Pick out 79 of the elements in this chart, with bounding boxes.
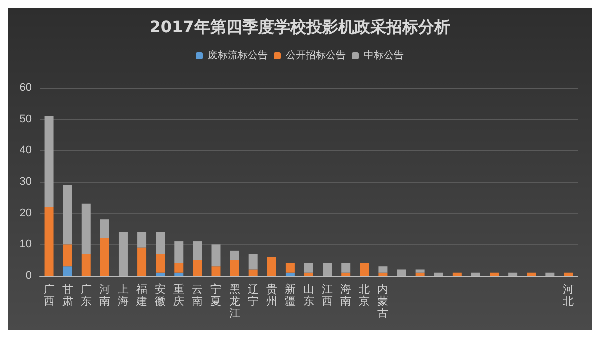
bar	[490, 272, 500, 276]
x-tick-label: 河南	[99, 284, 110, 308]
x-tick-label: 江西	[322, 284, 334, 308]
bar	[360, 263, 370, 276]
bar	[156, 232, 166, 254]
bar	[527, 272, 536, 276]
bar	[416, 270, 425, 273]
bar	[174, 263, 184, 273]
bar	[434, 272, 444, 276]
bar	[378, 266, 388, 273]
x-tick-label: 贵州	[266, 283, 278, 308]
x-tick-label: 山东	[304, 283, 314, 308]
bar	[156, 272, 166, 276]
bar	[63, 185, 72, 245]
x-tick-label: 上海	[118, 283, 129, 308]
bar	[416, 272, 425, 276]
x-tick-label: 海南	[340, 284, 352, 308]
bar	[342, 272, 351, 276]
bar	[100, 238, 110, 276]
y-tick-label: 0	[26, 270, 32, 282]
bar	[82, 254, 91, 276]
bar	[304, 263, 314, 273]
bar	[564, 272, 574, 276]
bar	[397, 270, 406, 276]
bar	[63, 266, 72, 276]
bar	[248, 270, 258, 276]
x-tick-label: 广东	[80, 283, 92, 308]
x-tick-label: 黑龙江	[229, 284, 240, 320]
bar	[230, 250, 240, 260]
x-tick-label: 宁夏	[210, 283, 222, 308]
y-tick-label: 20	[20, 207, 32, 220]
bar	[82, 204, 91, 254]
bar	[44, 207, 54, 276]
bar	[267, 257, 276, 276]
bar	[508, 272, 518, 276]
x-tick-label: 广西	[44, 283, 55, 308]
y-tick-label: 10	[20, 238, 32, 251]
bar	[174, 272, 184, 276]
bar	[286, 272, 295, 276]
x-tick-label: 河北	[563, 284, 574, 308]
bar	[138, 232, 147, 248]
bar	[174, 242, 184, 264]
bar	[138, 248, 147, 276]
bar	[212, 244, 221, 267]
bar	[193, 260, 202, 276]
bar	[323, 263, 332, 276]
bar	[471, 272, 480, 276]
y-tick-label: 60	[20, 82, 32, 94]
x-tick-label: 云南	[192, 284, 204, 308]
legend-label: 中标公告	[364, 50, 404, 62]
x-tick-label: 安徽	[155, 283, 166, 308]
bar	[118, 232, 128, 276]
bar	[212, 266, 221, 276]
y-tick-label: 30	[20, 176, 32, 188]
bar	[156, 254, 166, 273]
bar	[452, 272, 462, 276]
bar	[193, 242, 202, 260]
bar	[286, 263, 295, 273]
y-tick-label: 40	[20, 144, 32, 157]
y-tick-label: 50	[20, 113, 32, 126]
x-tick-label: 辽宁	[248, 284, 259, 308]
x-tick-label: 内蒙古	[378, 283, 389, 320]
x-tick-label: 福建	[136, 283, 148, 308]
chart-title: 2017年第四季度学校投影机政采招标分析	[150, 18, 450, 36]
x-tick-label: 新疆	[284, 283, 296, 308]
bar	[230, 260, 240, 276]
bar	[546, 272, 555, 276]
x-tick-label: 甘肃	[62, 283, 74, 308]
x-tick-label: 北京	[359, 283, 370, 308]
bar	[248, 254, 258, 270]
bar	[44, 116, 54, 208]
bar	[63, 244, 72, 267]
legend-label: 废标流标公告	[208, 50, 268, 62]
bar	[100, 220, 110, 238]
bar	[342, 263, 351, 273]
bar	[304, 272, 314, 276]
legend-label: 公开招标公告	[286, 50, 346, 62]
bar	[378, 272, 388, 276]
x-tick-label: 重庆	[174, 283, 185, 308]
